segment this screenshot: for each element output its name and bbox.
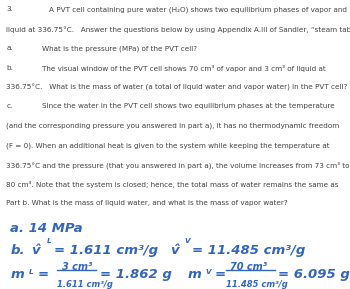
Text: What is the pressure (MPa) of the PVT cell?: What is the pressure (MPa) of the PVT ce…	[42, 45, 197, 52]
Text: 336.75°C.   What is the mass of water (a total of liquid water and vapor water) : 336.75°C. What is the mass of water (a t…	[6, 84, 348, 91]
Text: = 6.095 g: = 6.095 g	[278, 268, 349, 281]
Text: b.: b.	[6, 65, 13, 71]
Text: a.: a.	[6, 45, 13, 51]
Text: = 11.485 cm³/g: = 11.485 cm³/g	[192, 244, 305, 257]
Text: c.: c.	[6, 103, 13, 110]
Text: liquid at 336.75°C.   Answer the questions below by using Appendix A.III of Sand: liquid at 336.75°C. Answer the questions…	[6, 26, 350, 33]
Text: 70 cm³: 70 cm³	[230, 262, 267, 272]
Text: V: V	[205, 269, 211, 275]
Text: 336.75°C and the pressure (that you answered in part a), the volume increases fr: 336.75°C and the pressure (that you answ…	[6, 162, 350, 169]
Text: Part b. What is the mass of liquid water, and what is the mass of vapor water?: Part b. What is the mass of liquid water…	[6, 200, 288, 206]
Text: =: =	[38, 268, 49, 281]
Text: 80 cm³. Note that the system is closed; hence, the total mass of water remains t: 80 cm³. Note that the system is closed; …	[6, 181, 339, 188]
Text: 11.485 cm³/g: 11.485 cm³/g	[226, 280, 287, 289]
Text: V: V	[185, 238, 190, 244]
Text: b.: b.	[10, 244, 25, 257]
Text: 3.: 3.	[6, 6, 13, 12]
Text: Since the water in the PVT cell shows two equilibrium phases at the temperature: Since the water in the PVT cell shows tw…	[42, 103, 335, 110]
Text: (and the corresponding pressure you answered in part a), it has no thermodynamic: (and the corresponding pressure you answ…	[6, 123, 340, 129]
Text: 3 cm³: 3 cm³	[62, 262, 92, 272]
Text: 1.611 cm³/g: 1.611 cm³/g	[57, 280, 113, 289]
Text: m: m	[187, 268, 201, 281]
Text: L: L	[47, 238, 52, 244]
Text: = 1.862 g: = 1.862 g	[100, 268, 172, 281]
Text: (F = 0). When an additional heat is given to the system while keeping the temper: (F = 0). When an additional heat is give…	[6, 142, 330, 149]
Text: A PVT cell containing pure water (H₂O) shows two equilibrium phases of vapor and: A PVT cell containing pure water (H₂O) s…	[49, 6, 347, 13]
Text: v̂: v̂	[170, 244, 178, 257]
Text: L: L	[29, 269, 33, 275]
Text: The visual window of the PVT cell shows 70 cm³ of vapor and 3 cm³ of liquid at: The visual window of the PVT cell shows …	[42, 65, 326, 72]
Text: = 1.611 cm³/g: = 1.611 cm³/g	[54, 244, 158, 257]
Text: =: =	[214, 268, 225, 281]
Text: v̂: v̂	[32, 244, 40, 257]
Text: a. 14 MPa: a. 14 MPa	[10, 222, 83, 235]
Text: m: m	[10, 268, 24, 281]
